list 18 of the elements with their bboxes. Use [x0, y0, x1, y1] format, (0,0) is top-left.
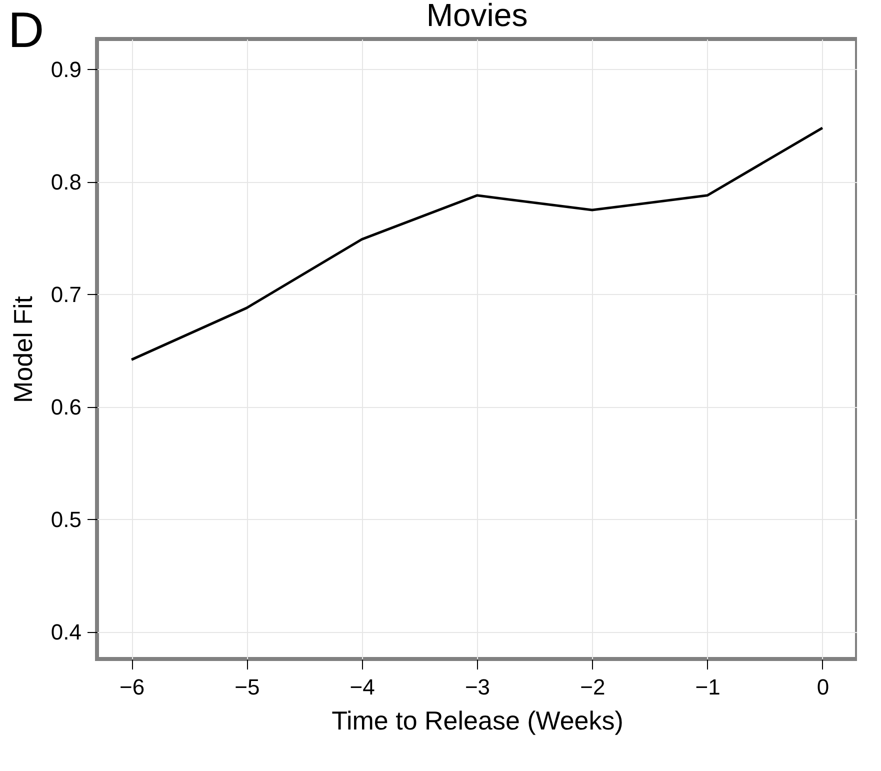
y-axis-title: Model Fit [8, 295, 38, 403]
y-tick-label: 0.6 [50, 394, 82, 420]
x-tick-label: 0 [816, 674, 830, 700]
x-axis-title: Time to Release (Weeks) [332, 706, 624, 736]
x-tick-label: −1 [695, 674, 720, 700]
chart-title: Movies [426, 0, 528, 33]
x-tick-label: −4 [350, 674, 375, 700]
y-tick-label: 0.7 [50, 282, 82, 307]
y-tick-label: 0.4 [50, 619, 82, 644]
x-tick-label: −3 [464, 674, 490, 700]
line-series [130, 126, 824, 361]
x-tick-label: −5 [234, 674, 260, 700]
x-tick-label: −2 [580, 674, 606, 700]
x-tick-label: −6 [120, 674, 145, 700]
y-tick-label: 0.9 [50, 56, 82, 82]
y-tick-label: 0.5 [50, 506, 82, 532]
y-tick-label: 0.8 [50, 169, 82, 194]
text: D [8, 1, 44, 60]
